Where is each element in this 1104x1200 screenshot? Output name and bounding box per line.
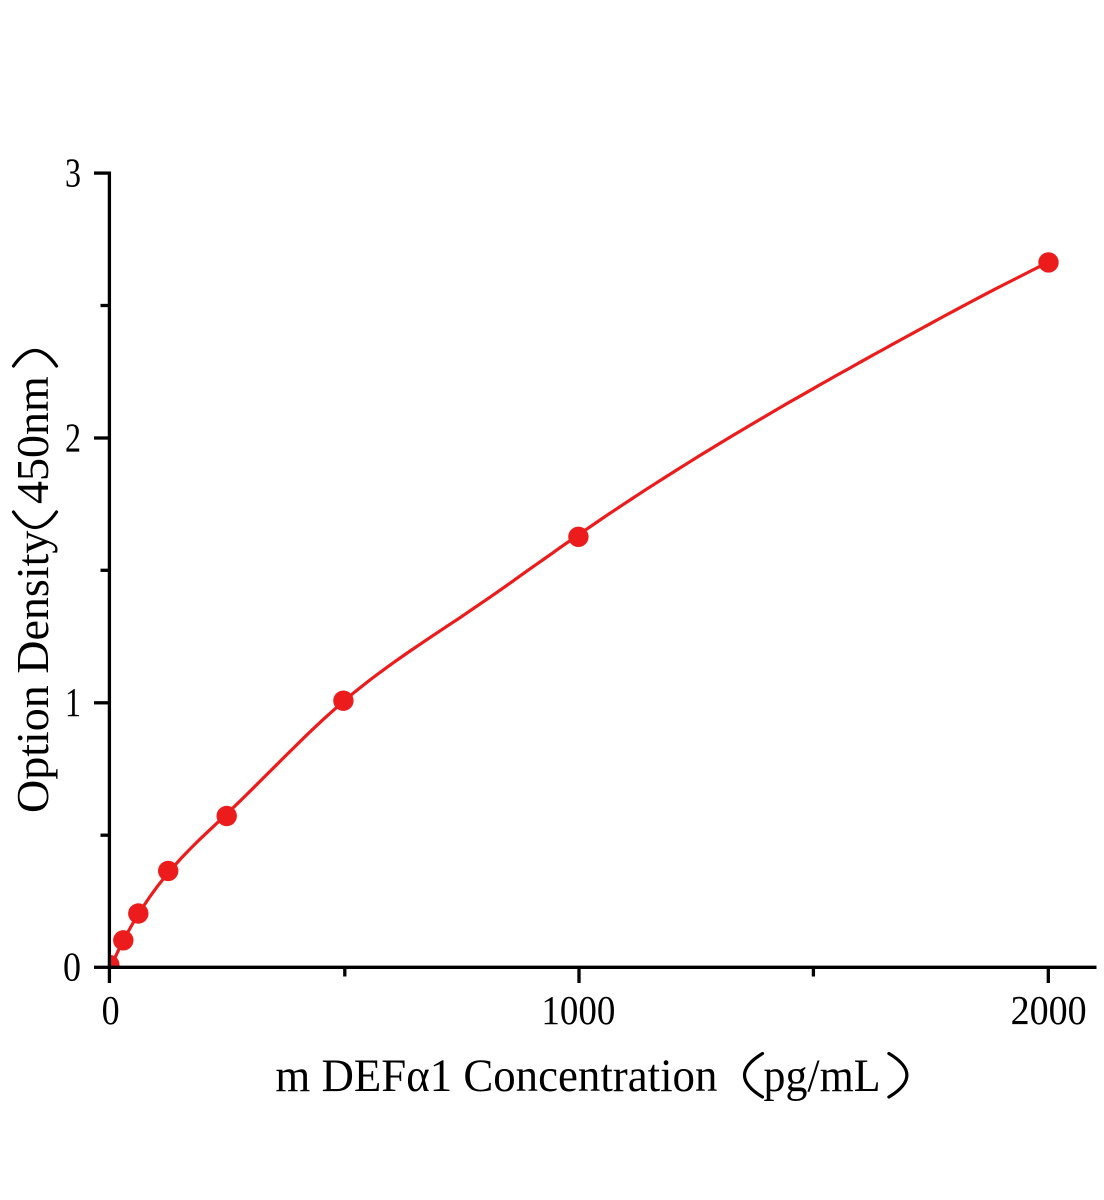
svg-text:3: 3 (65, 149, 81, 195)
svg-text:1000: 1000 (541, 987, 615, 1033)
svg-text:450nm: 450nm (7, 376, 58, 504)
svg-text:0: 0 (63, 944, 81, 990)
svg-text:1: 1 (65, 679, 81, 725)
svg-text:Option Density: Option Density (7, 531, 58, 813)
svg-text:2000: 2000 (1011, 987, 1087, 1033)
svg-text:2: 2 (65, 414, 81, 460)
svg-text:0: 0 (102, 987, 120, 1033)
svg-text:pg/mL: pg/mL (764, 1050, 881, 1102)
svg-text:m DEFα1 Concentration: m DEFα1 Concentration (275, 1050, 717, 1102)
